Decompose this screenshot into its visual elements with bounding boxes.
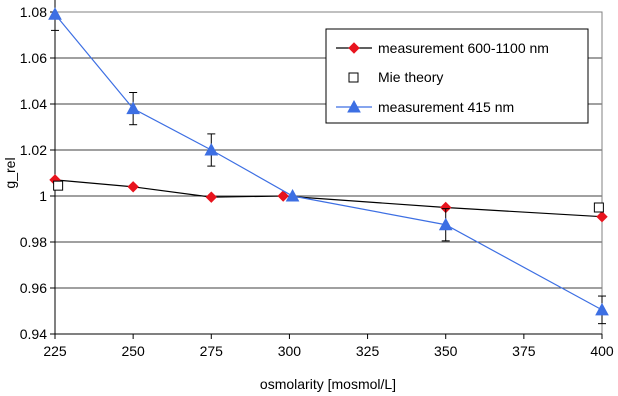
x-axis-title: osmolarity [mosmol/L] (260, 376, 396, 392)
legend-diamond-marker (348, 42, 360, 54)
point-415-3 (285, 188, 300, 202)
x-tick-label-5: 350 (434, 343, 458, 359)
series-mie-theory (53, 180, 604, 213)
y-tick-label-7: 1.08 (20, 4, 47, 20)
y-tick-label-6: 1.06 (20, 50, 47, 66)
x-tick-label-7: 400 (590, 343, 614, 359)
point-600-1100-5 (596, 210, 608, 223)
legend-entry-measurement-600-1100: measurement 600-1100 nm (336, 40, 549, 56)
point-415-1 (126, 101, 140, 115)
point-600-1100-3 (277, 190, 289, 202)
y-tick-label-4: 1.02 (20, 142, 47, 158)
legend-label-mie-theory: Mie theory (378, 69, 443, 85)
point-600-1100-1 (127, 181, 139, 193)
point-415-0 (48, 7, 62, 20)
mie-point-0 (53, 180, 64, 191)
y-tick-label-5: 1.04 (20, 96, 47, 112)
series-layer (48, 0, 609, 325)
axes (50, 11, 603, 339)
y-tick-label-2: 0.98 (20, 234, 47, 250)
series-line-600-1100 (54, 179, 603, 218)
x-tick-label-4: 325 (356, 343, 380, 359)
tick-labels: 225 250 275 300 325 350 375 400 0.94 0.96 0.98 1 1.0… (20, 4, 614, 359)
x-tick-label-0: 225 (43, 343, 67, 359)
y-tick-label-3: 1 (39, 188, 47, 204)
series-measurement-600-1100 (49, 174, 608, 223)
legend-label-415: measurement 415 nm (378, 99, 514, 115)
mie-point-1 (593, 202, 604, 213)
x-tick-label-2: 275 (200, 343, 224, 359)
x-tick-label-3: 300 (278, 343, 302, 359)
y-axis-title: g_rel (2, 157, 18, 188)
series-line-415 (54, 13, 603, 311)
series-measurement-415 (48, 0, 609, 325)
legend-square-marker (348, 72, 359, 83)
x-tick-label-1: 250 (121, 343, 145, 359)
point-415-5 (595, 302, 609, 316)
point-600-1100-2 (205, 191, 217, 203)
legend-triangle-marker (347, 99, 361, 113)
point-415-4 (438, 217, 453, 231)
legend: measurement 600-1100 nm Mie theory measu… (325, 28, 589, 124)
legend-entry-mie-theory: Mie theory (348, 69, 443, 85)
y-tick-label-0: 0.94 (20, 326, 47, 342)
y-tick-label-1: 0.96 (20, 280, 47, 296)
x-tick-label-6: 375 (512, 343, 536, 359)
legend-entry-measurement-415: measurement 415 nm (336, 99, 514, 115)
point-415-2 (204, 142, 219, 156)
legend-label-600-1100: measurement 600-1100 nm (378, 40, 549, 56)
